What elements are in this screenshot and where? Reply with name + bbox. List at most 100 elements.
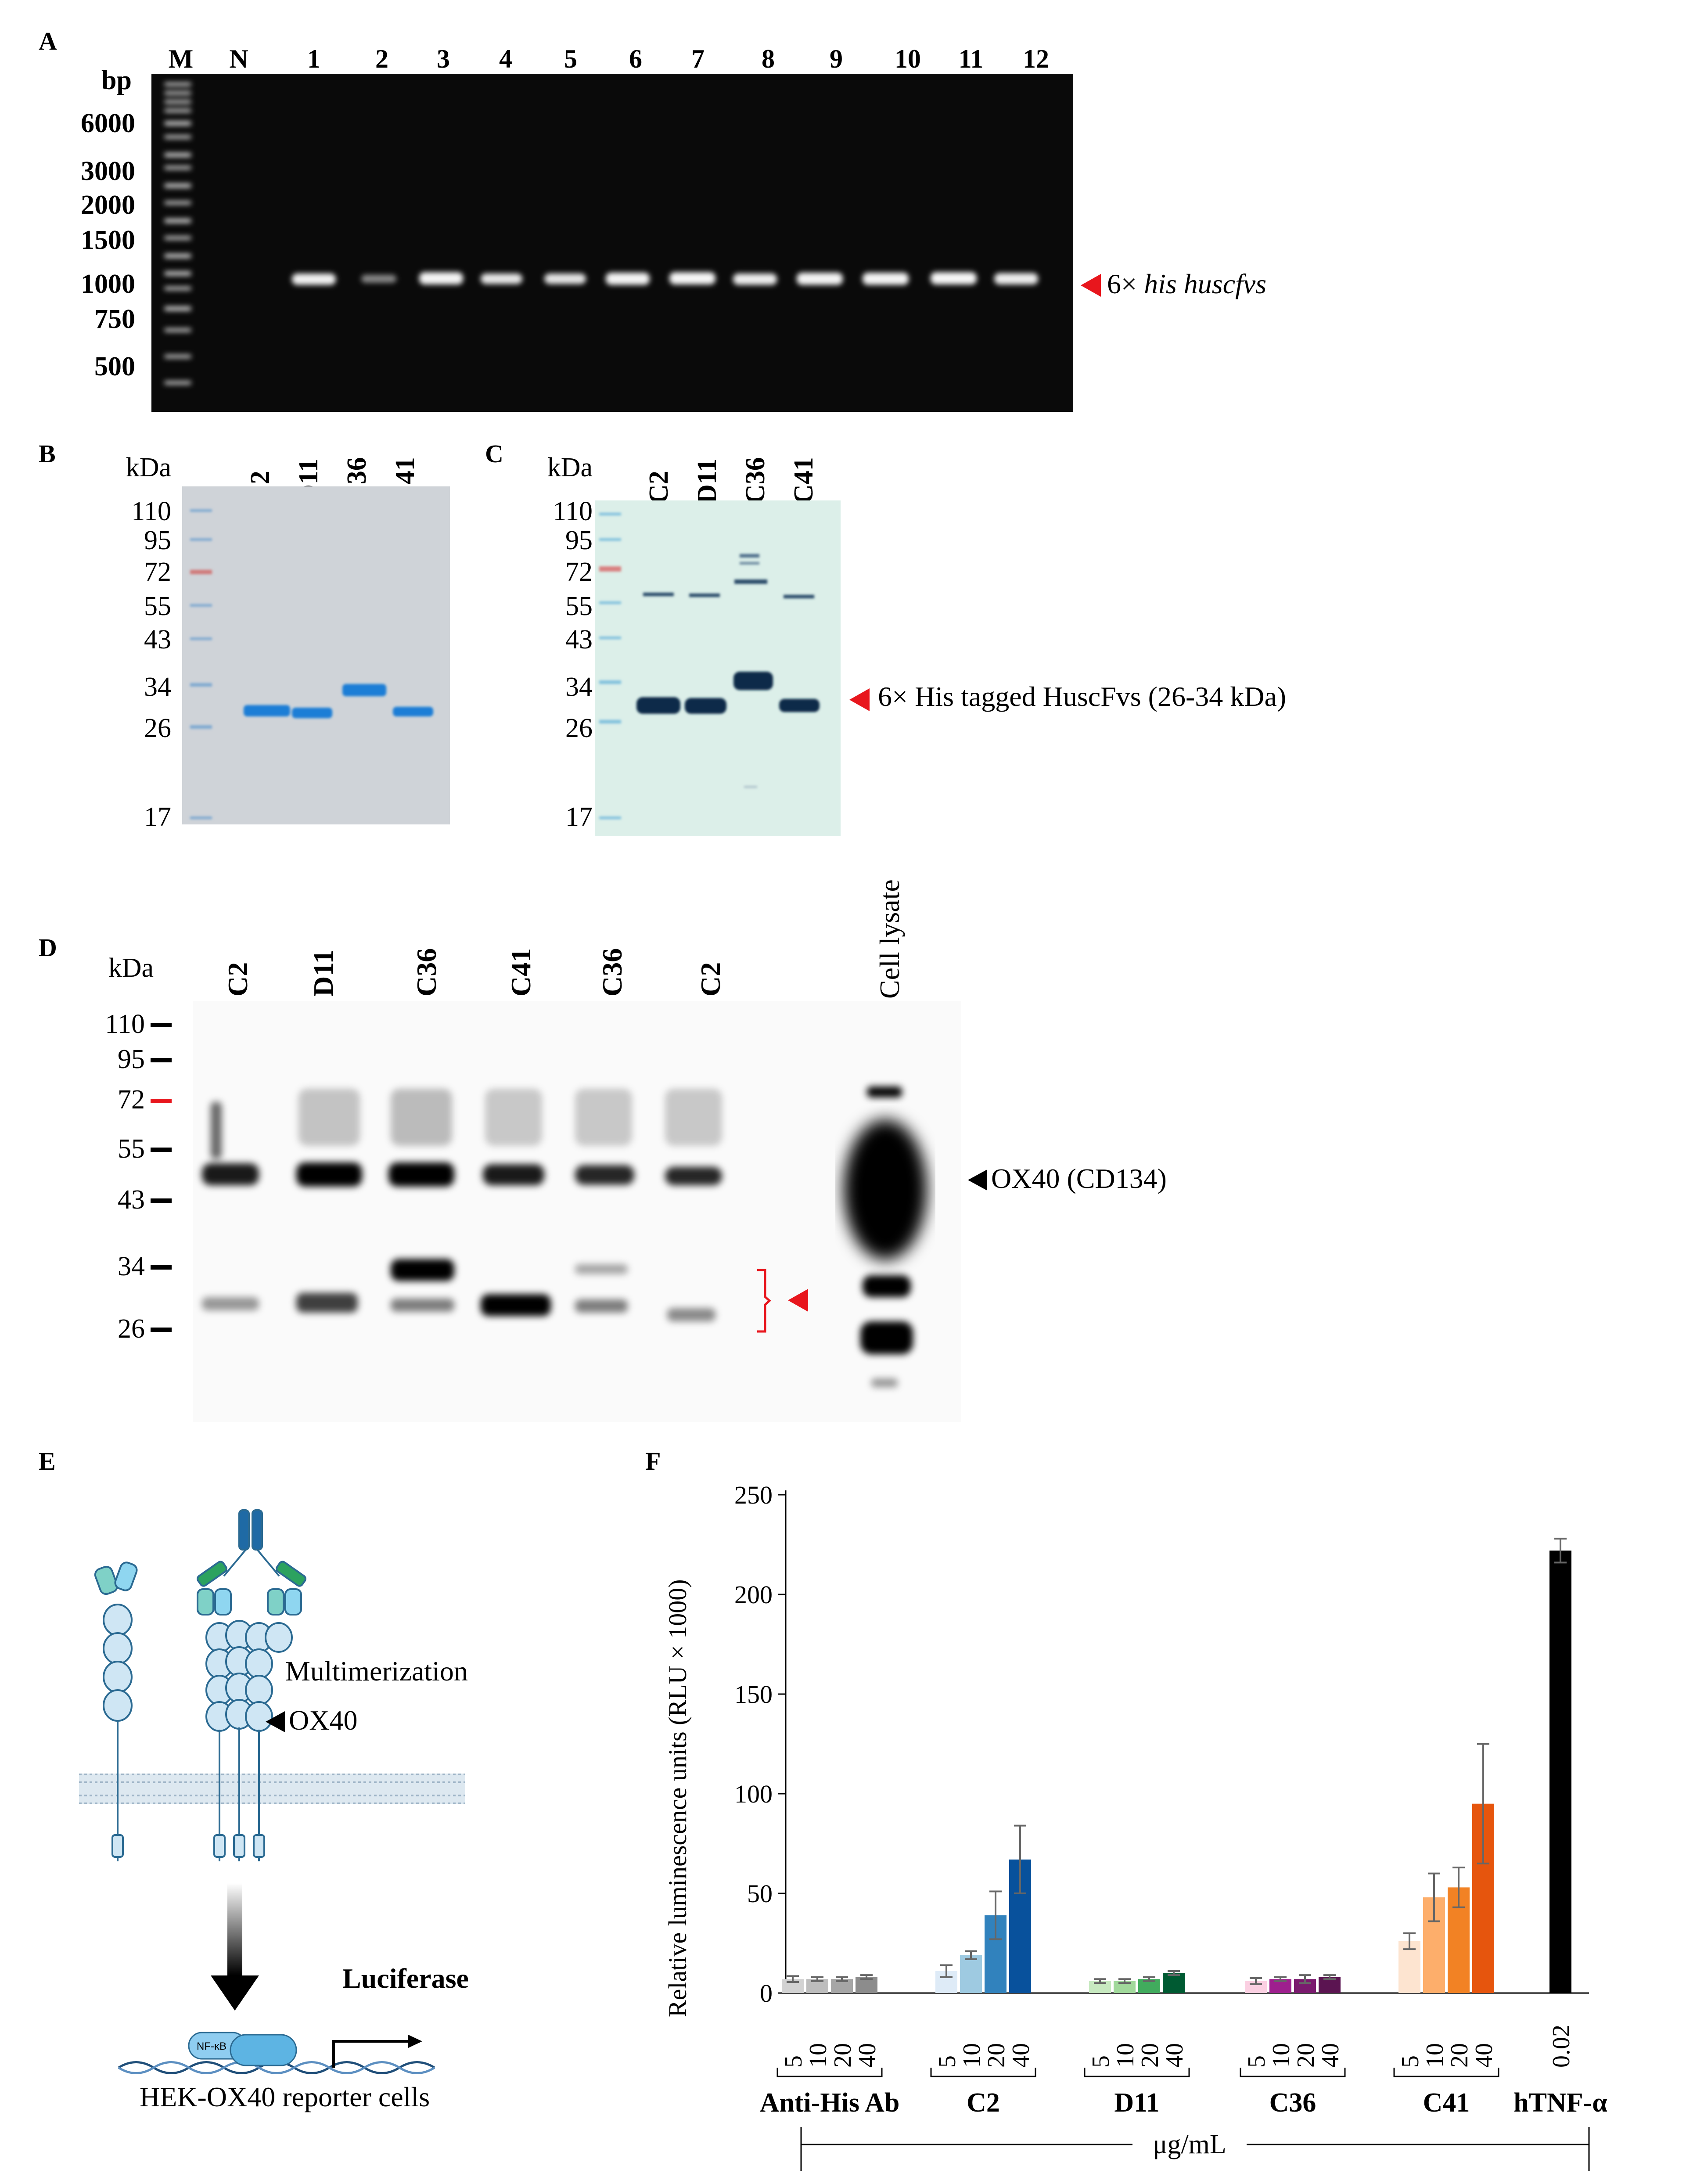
lane-label: 9 [830,44,843,73]
lane-label: C41 [789,457,819,504]
marker-label: 34 [144,672,171,702]
band-annotation-gene: his huscfvs [1144,268,1267,299]
unit-label: kDa [108,953,154,983]
x-tick-label: 20 [1446,2043,1473,2068]
x-tick-label: 20 [983,2043,1010,2068]
lane-label: 6 [629,44,642,73]
marker-label: 17 [565,802,593,832]
lane-label: 5 [564,44,577,73]
x-tick-label: 40 [1317,2043,1344,2068]
x-tick-label: 20 [1136,2043,1164,2068]
lane-label: 1 [307,44,320,73]
lane-label: C36 [411,948,442,997]
marker-label: 1000 [81,269,135,299]
reporter-assay-schematic [79,1509,465,2074]
marker-tick [151,1023,172,1027]
marker-label: 3000 [81,156,135,186]
x-tick-label: 5 [1397,2055,1424,2068]
panel-label-c: C [485,439,503,468]
marker-label: 26 [144,713,171,743]
marker-label: 110 [131,497,171,526]
group-bracket [1393,2068,1499,2077]
x-tick-label: 40 [854,2043,881,2068]
group-label: C41 [1423,2088,1470,2118]
panel-label-e: E [39,1447,56,1475]
lane-label: C2 [644,471,674,504]
panel-label-b: B [39,439,56,468]
x-tick-label: 40 [1470,2043,1498,2068]
marker-label: 72 [565,557,593,587]
marker-label: 95 [118,1044,145,1074]
reporter-cells-label: HEK-OX40 reporter cells [140,2081,430,2112]
x-tick-label: 5 [934,2055,961,2068]
lane-label: 11 [958,44,984,73]
marker-tick [151,1099,172,1103]
marker-tick [151,1148,172,1152]
x-tick-label: 10 [1421,2043,1449,2068]
marker-label: 43 [565,625,593,655]
unit-label-bg [1132,2127,1247,2162]
panel-label-d: D [39,933,57,962]
lane-label: 8 [762,44,775,73]
group-bracket [776,2068,883,2077]
marker-label: 43 [144,625,171,655]
marker-label: 55 [565,591,593,621]
western-blot-chemiluminescence-image [193,1001,961,1422]
ox40-receptor-cluster [197,1509,306,1861]
lane-label: C2 [222,962,253,997]
lane-label: 7 [691,44,705,73]
lane-label: D11 [308,950,339,997]
marker-tick [151,1058,172,1062]
marker-label: 1500 [81,225,135,255]
lane-label: C41 [505,948,536,997]
lane-label: 12 [1023,44,1049,73]
marker-label: 6000 [81,108,135,138]
marker-label: 55 [118,1134,145,1164]
group-label: C36 [1269,2088,1316,2118]
marker-label: 2000 [81,190,135,220]
marker-label: 34 [565,672,593,702]
x-tick-label: 10 [1112,2043,1139,2068]
lane-label: N [229,44,248,73]
x-tick-label: 5 [1243,2055,1270,2068]
group-bracket [1084,2068,1190,2077]
marker-label: 72 [144,557,171,587]
x-tick-label: 5 [1087,2055,1114,2068]
panel-label-f: F [645,1447,661,1475]
marker-label: 95 [565,525,593,555]
group-label: Anti-His Ab [760,2088,900,2118]
x-tick-label: 40 [1007,2043,1035,2068]
lane-label: 4 [499,44,512,73]
lane-label: 10 [895,44,921,73]
marker-label: 750 [94,304,135,334]
band-annotation: 6× His tagged HuscFvs (26-34 kDa) [878,681,1287,712]
nfkb-complex [188,2032,297,2066]
band-annotation: 6× his huscfvs [1107,268,1266,300]
y-tick-label: 200 [734,1580,773,1609]
agarose-gel-image [151,74,1073,412]
black-arrow-icon [266,1711,285,1732]
x-tick-label: 0.02 [1548,2025,1575,2068]
bar [1549,1551,1571,1993]
unit-label: kDa [126,453,171,482]
sds-page-gel-image [182,486,450,824]
group-label: hTNF-α [1513,2088,1607,2118]
marker-tick [151,1198,172,1203]
multimerization-label: Multimerization [285,1655,468,1687]
group-label: D11 [1114,2088,1159,2118]
y-tick-label: 50 [747,1879,773,1908]
luciferase-label: Luciferase [342,1963,469,1994]
panel-label-a: A [39,27,57,55]
red-arrow-icon [1081,274,1101,297]
marker-label: 110 [553,497,593,526]
marker-label: 34 [118,1252,145,1281]
red-arrow-icon [788,1289,808,1312]
y-tick-label: 250 [734,1481,773,1509]
unit-label: bp [101,65,132,95]
x-axis-unit-label: μg/mL [1153,2130,1226,2159]
x-tick-label: 10 [805,2043,832,2068]
group-bracket [1240,2068,1346,2077]
y-tick-label: 0 [760,1979,773,2008]
x-tick-label: 10 [1268,2043,1295,2068]
x-tick-label: 20 [829,2043,856,2068]
